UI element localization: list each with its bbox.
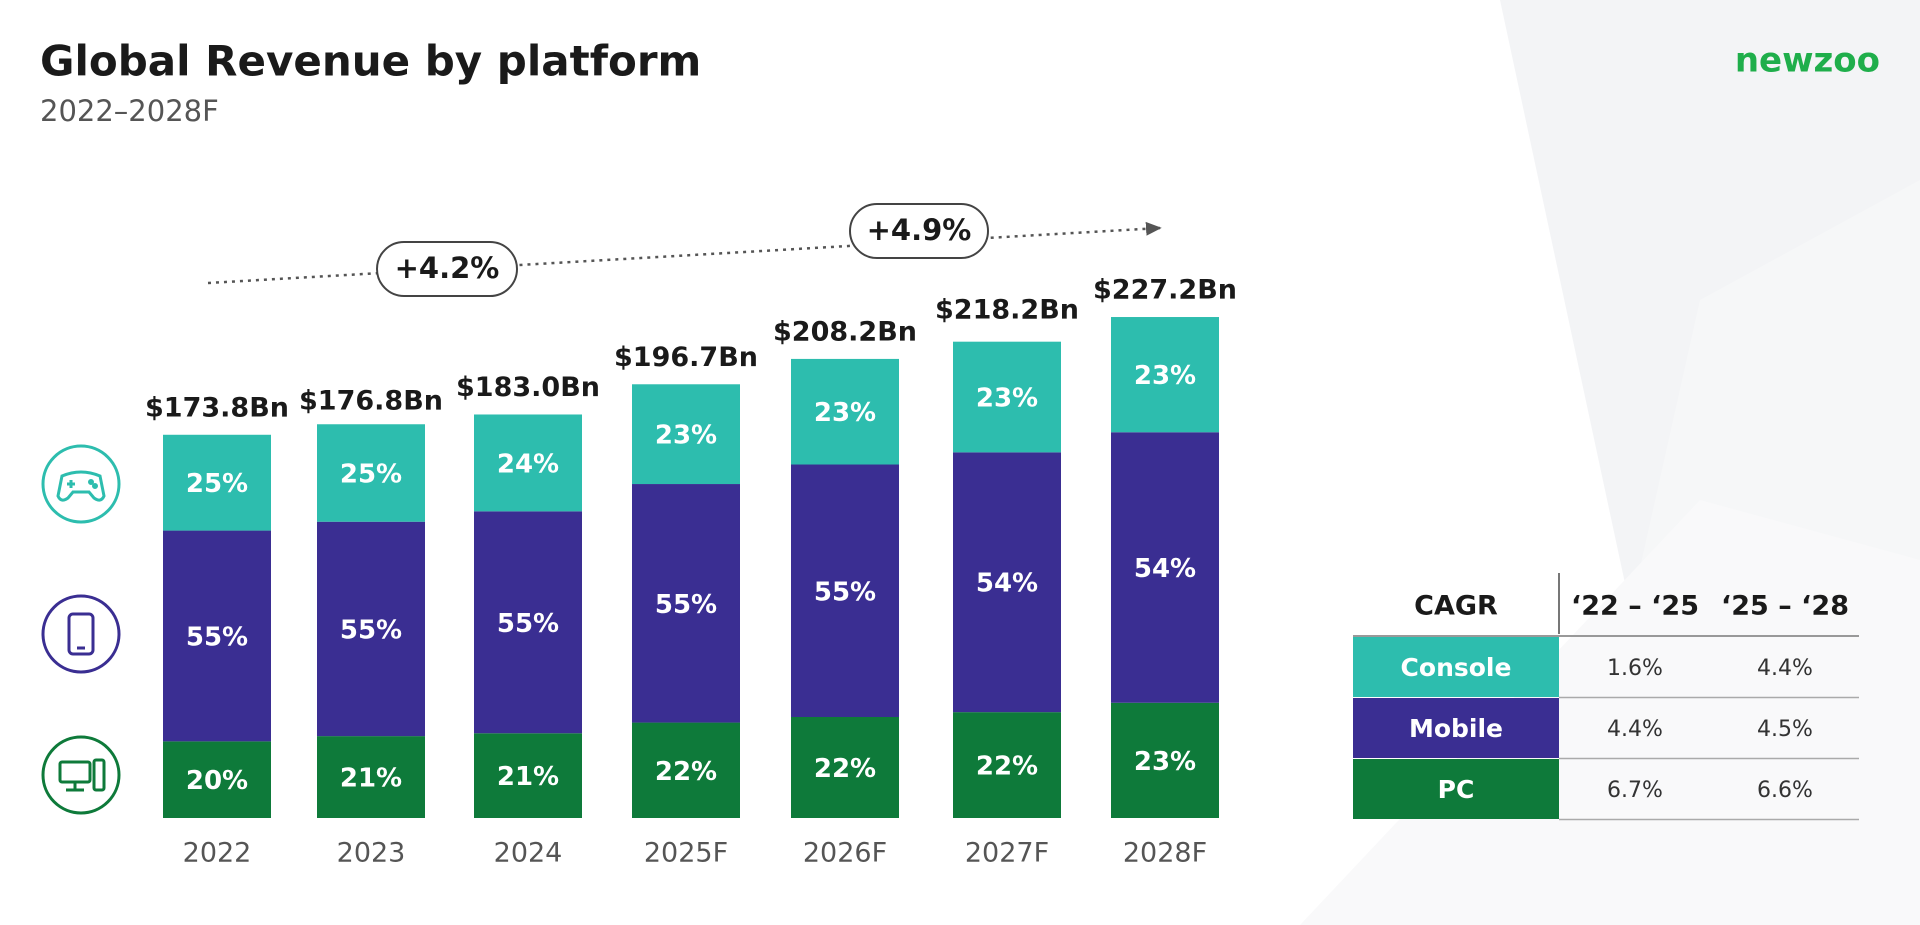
total-label: $227.2Bn [1093, 275, 1237, 306]
table-header: CAGR [1414, 591, 1498, 622]
segment-label: 54% [1134, 554, 1196, 584]
x-tick-label: 2026F [803, 838, 887, 869]
segment-label: 21% [340, 764, 402, 794]
bar-segment [317, 424, 425, 522]
bar-segment [163, 434, 271, 531]
annotation-pill [376, 241, 518, 297]
segment-label: 22% [814, 754, 876, 784]
segment-label: 55% [186, 622, 248, 652]
x-tick-label: 2022 [183, 838, 252, 869]
x-tick-label: 2023 [337, 838, 406, 869]
bar-segment [953, 341, 1061, 453]
table-header: ‘22 – ‘25 [1571, 591, 1699, 622]
bar-segment [317, 521, 425, 737]
bar-segment [632, 722, 740, 818]
chart-subtitle: 2022–2028F [40, 94, 219, 128]
console-icon [41, 444, 121, 524]
x-tick-label: 2028F [1123, 838, 1207, 869]
bar-segment [953, 712, 1061, 818]
table-cell: 4.4% [1607, 717, 1663, 742]
x-tick-label: 2024 [494, 838, 563, 869]
table-row-label-cell [1353, 698, 1559, 758]
segment-label: 55% [655, 590, 717, 620]
total-label: $176.8Bn [299, 386, 443, 417]
table-cell: 4.4% [1757, 656, 1813, 681]
annotation: +4.9% [867, 213, 972, 247]
annotation-pill [849, 203, 989, 259]
bar-segment [632, 484, 740, 723]
table-cell: 4.5% [1757, 717, 1813, 742]
bar-segment [1111, 702, 1219, 818]
bar-segment [791, 717, 899, 818]
segment-label: 55% [340, 615, 402, 645]
table-row-label-cell [1353, 759, 1559, 819]
trend-arrow [207, 221, 1162, 285]
table-row-label-cell [1353, 637, 1559, 697]
segment-label: 25% [340, 459, 402, 489]
segment-label: 21% [497, 762, 559, 792]
pc-icon [41, 735, 121, 815]
bar-segment [317, 736, 425, 818]
segment-label: 55% [497, 609, 559, 639]
segment-label: 23% [655, 421, 717, 451]
x-tick-label: 2025F [644, 838, 728, 869]
bar-segment [1111, 432, 1219, 703]
chart-title: Global Revenue by platform [40, 37, 701, 86]
x-tick-label: 2027F [965, 838, 1049, 869]
table-row-label: PC [1438, 775, 1475, 804]
total-label: $183.0Bn [456, 372, 600, 403]
segment-label: 55% [814, 577, 876, 607]
segment-label: 20% [186, 766, 248, 796]
table-cell: 6.7% [1607, 778, 1663, 803]
total-label: $218.2Bn [935, 294, 1079, 325]
bar-segment [1111, 317, 1219, 433]
mobile-icon [41, 594, 121, 674]
total-label: $173.8Bn [145, 392, 289, 423]
total-label: $196.7Bn [614, 342, 758, 373]
segment-label: 23% [976, 384, 1038, 414]
table-header: ‘25 – ‘28 [1721, 591, 1849, 622]
table-cell: 6.6% [1757, 778, 1813, 803]
segment-label: 22% [976, 752, 1038, 782]
bar-segment [953, 452, 1061, 713]
segment-label: 54% [976, 569, 1038, 599]
segment-label: 23% [1134, 747, 1196, 777]
bar-segment [791, 464, 899, 718]
bar-segment [163, 530, 271, 742]
table-cell: 1.6% [1607, 656, 1663, 681]
brand-logo: newzoo [1735, 41, 1880, 81]
bar-segment [474, 511, 582, 734]
bar-segment [632, 384, 740, 485]
bar-segment [474, 733, 582, 818]
bar-segment [474, 414, 582, 512]
bar-segment [163, 741, 271, 818]
annotation: +4.2% [395, 251, 500, 285]
table-row-label: Mobile [1409, 714, 1503, 743]
segment-label: 23% [814, 398, 876, 428]
segment-label: 23% [1134, 361, 1196, 391]
table-row-label: Console [1401, 653, 1512, 682]
segment-label: 22% [655, 757, 717, 787]
segment-label: 24% [497, 449, 559, 479]
total-label: $208.2Bn [773, 316, 917, 347]
bar-segment [791, 358, 899, 465]
segment-label: 25% [186, 469, 248, 499]
